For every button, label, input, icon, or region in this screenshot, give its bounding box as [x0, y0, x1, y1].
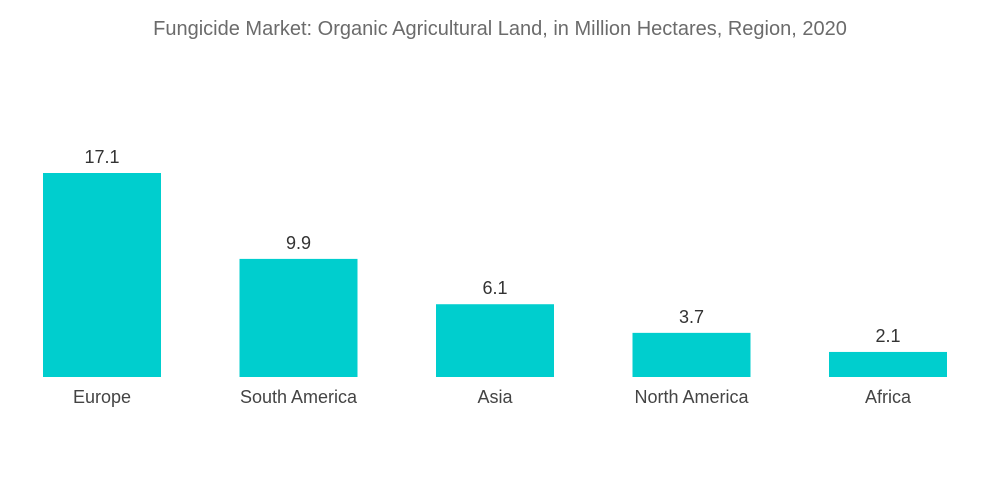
- value-label: 9.9: [286, 233, 311, 253]
- category-label: North America: [634, 387, 749, 407]
- bar-north-america: [632, 332, 751, 377]
- category-label: Europe: [73, 387, 131, 407]
- category-label: Asia: [477, 387, 513, 407]
- value-label: 17.1: [84, 147, 119, 167]
- category-label: Africa: [865, 387, 912, 407]
- bar-africa: [829, 351, 947, 377]
- category-label: South America: [240, 387, 358, 407]
- value-label: 2.1: [875, 326, 900, 346]
- bar-south-america: [239, 258, 358, 377]
- value-label: 3.7: [679, 307, 704, 327]
- bar-europe: [43, 173, 161, 377]
- value-label: 6.1: [482, 278, 507, 298]
- bar-asia: [436, 304, 554, 377]
- chart-title: Fungicide Market: Organic Agricultural L…: [153, 18, 847, 40]
